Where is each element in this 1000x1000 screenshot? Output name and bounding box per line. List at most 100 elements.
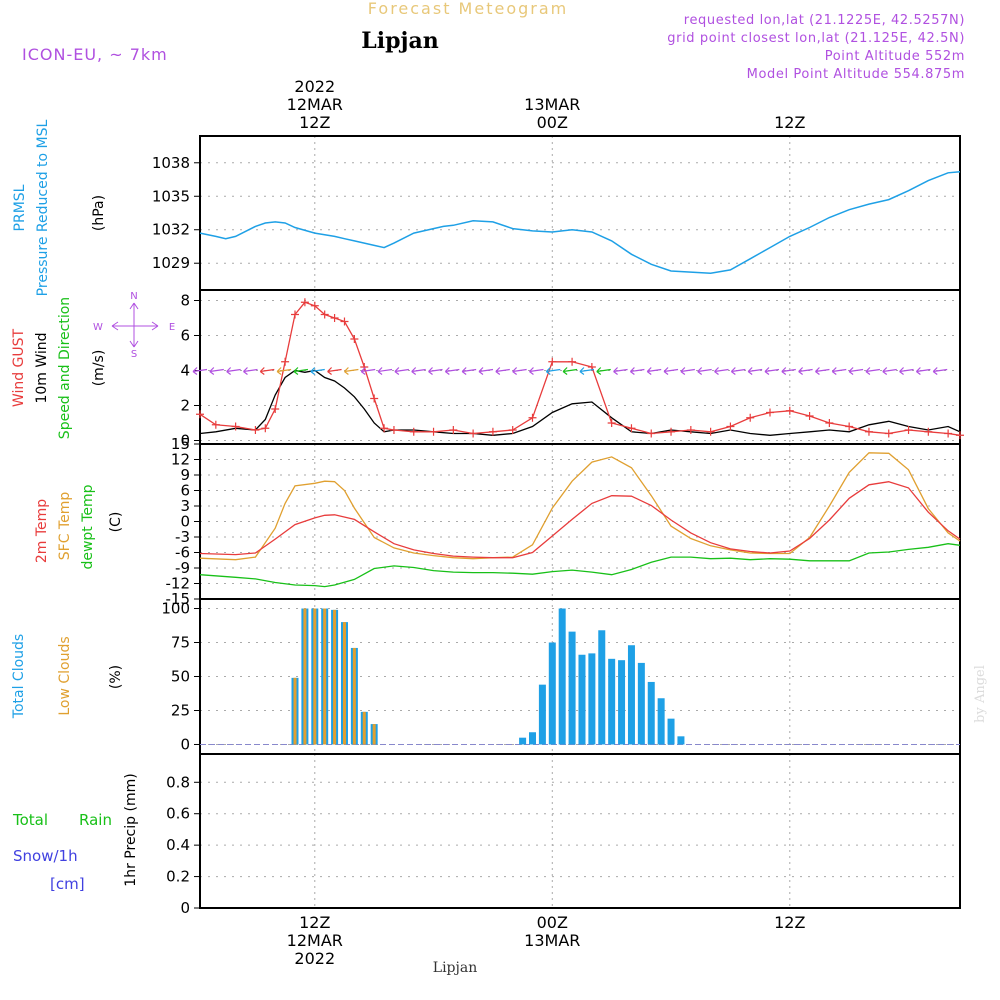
gust-marker-24	[528, 413, 537, 422]
low-cloud-bar-2	[313, 608, 317, 745]
wind-label-gust: Wind GUST	[11, 328, 27, 407]
clouds-ytick-label-1: 25	[171, 701, 190, 719]
wind-dir-arrow-18	[495, 367, 510, 375]
total-cloud-bar-18	[598, 630, 606, 745]
clouds-ytick-label-3: 75	[171, 634, 190, 652]
gust-marker-5	[271, 405, 280, 413]
wind-dir-arrow-0	[192, 367, 208, 375]
wind-dir-arrow-10	[360, 367, 376, 375]
total-cloud-bar-16	[578, 654, 586, 745]
gust-marker-7	[291, 310, 299, 319]
temp-ytick-label-0: -15	[166, 590, 191, 608]
cloud-label-total: Total Clouds	[11, 634, 27, 719]
pressure-line	[199, 170, 961, 275]
gust-marker-26	[568, 357, 577, 366]
total-cloud-bar-24	[657, 698, 665, 745]
gust-marker-21	[469, 429, 478, 438]
gust-marker-9	[310, 301, 319, 310]
wind-dir-arrow-38	[831, 367, 847, 375]
wind-dir-arrow-42	[899, 367, 914, 375]
gust-marker-13	[350, 335, 359, 343]
gust-marker-37	[785, 406, 794, 415]
clouds-ytick-label-4: 100	[161, 600, 190, 618]
clouds-ytick-label-2: 50	[171, 668, 190, 686]
wind-dir-arrow-19	[512, 367, 527, 375]
gust-marker-46	[956, 431, 964, 440]
wind-dir-arrow-36	[798, 367, 813, 375]
gust-marker-45	[944, 429, 953, 438]
gust-marker-41	[864, 427, 873, 436]
low-cloud-bar-3	[323, 608, 327, 745]
location-title: Lipjan	[361, 28, 438, 54]
total-cloud-bar-21	[627, 645, 635, 745]
wind-dir-arrow-8	[327, 367, 342, 375]
total-cloud-bar-26	[677, 736, 685, 745]
gust-marker-32	[686, 426, 695, 434]
gust-marker-12	[340, 317, 349, 326]
wind-label-speed-dir: Speed and Direction	[57, 297, 73, 439]
gust-marker-30	[647, 429, 656, 438]
wind-dir-arrow-22	[562, 367, 578, 375]
temp2m-line	[199, 481, 961, 559]
wind-dir-arrow-27	[646, 367, 662, 375]
gust-marker-44	[924, 427, 933, 436]
pressure-ytick-label-3: 1038	[152, 154, 190, 172]
wind-label-10m: 10m Wind	[34, 332, 50, 403]
pressure-panel: 1029 1032 1035 1038	[152, 135, 961, 291]
gust-marker-1	[211, 420, 220, 429]
bottom-year-0: 2022	[294, 949, 335, 968]
total-cloud-bar-13	[548, 642, 556, 745]
compass-north: N	[130, 291, 137, 302]
wind-dir-arrow-31	[714, 367, 729, 375]
low-cloud-bar-0	[293, 677, 297, 745]
gust-marker-10	[320, 310, 329, 319]
cloud-label-low: Low Clouds	[57, 636, 73, 715]
clouds-panel: 0 25 50 75 100	[161, 598, 961, 755]
gust-marker-33	[706, 427, 715, 436]
compass-arrowheads	[111, 302, 159, 348]
model-label: ICON-EU, ~ 7km	[22, 45, 168, 64]
wind-dir-arrow-17	[478, 367, 494, 375]
temp-unit: (C)	[108, 512, 124, 533]
precip-unit: 1hr Precip (mm)	[123, 773, 139, 886]
total-cloud-bar-20	[618, 660, 626, 745]
wind-dir-arrow-39	[848, 367, 864, 375]
total-cloud-bar-10	[519, 737, 527, 745]
wind-dir-arrow-13	[411, 367, 426, 375]
wind-panel: 0 2 4 6 8	[180, 289, 964, 450]
low-cloud-bar-6	[352, 647, 356, 745]
gust-marker-18	[409, 427, 418, 436]
total-cloud-bar-12	[538, 684, 546, 745]
pressure-labels: PRMSL Pressure Reduced to MSL (hPa)	[12, 119, 107, 296]
temp-ytick-label-1: -12	[166, 575, 191, 593]
wind-dir-arrow-23	[579, 367, 595, 375]
total-cloud-bar-25	[667, 718, 675, 745]
wind-dir-arrow-33	[747, 367, 763, 375]
temp-ytick-label-8: 9	[180, 466, 190, 484]
compass-rose: N S W E	[93, 291, 175, 360]
gust-marker-22	[488, 427, 497, 436]
bottom-hour-1: 00Z	[537, 913, 568, 932]
compass-west: W	[93, 322, 103, 333]
low-cloud-bar-1	[303, 608, 307, 745]
gust-marker-15	[370, 394, 379, 403]
wind-dir-arrow-44	[932, 367, 948, 375]
gust-marker-17	[389, 426, 398, 434]
temp-ytick-label-3: -6	[175, 544, 190, 562]
gust-marker-28	[607, 419, 616, 427]
precip-label-total: Total	[12, 811, 48, 829]
wind-dir-arrow-30	[697, 367, 712, 375]
gust-marker-11	[330, 314, 339, 322]
gust-marker-31	[667, 427, 676, 436]
temp-ytick-label-7: 6	[180, 482, 190, 500]
temperature-labels: 2m Temp SFC Temp dewpt Temp (C)	[34, 484, 124, 569]
gust-marker-8	[300, 298, 309, 307]
gust-marker-14	[360, 363, 369, 371]
top-hour-1: 00Z	[537, 113, 568, 132]
total-cloud-bar-15	[568, 631, 576, 745]
wind-unit: (m/s)	[91, 350, 107, 387]
wind-dir-arrow-28	[663, 367, 679, 375]
gust-marker-39	[825, 419, 834, 427]
bottom-time-axis: 12Z12MAR202200Z13MAR12Z00Z14MAR12Z00Z15M…	[287, 913, 1000, 968]
